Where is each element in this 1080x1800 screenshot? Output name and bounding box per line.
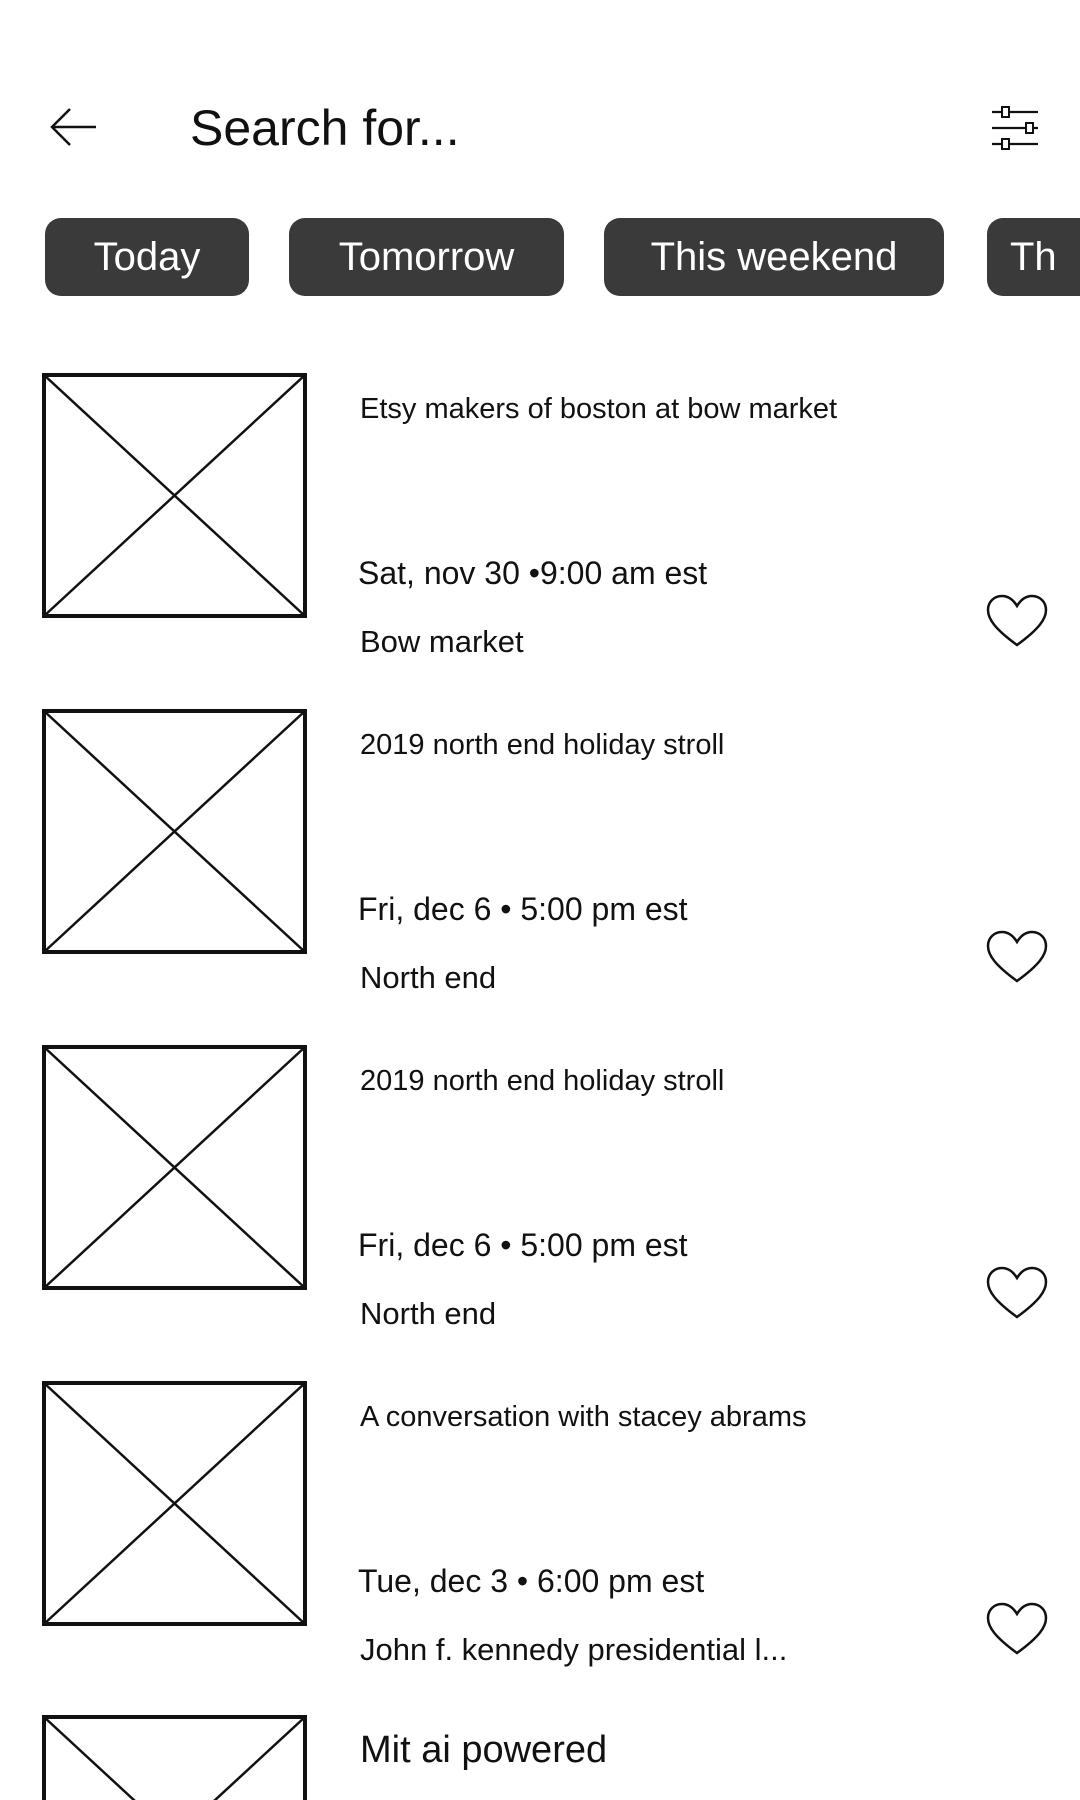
event-title: 2019 north end holiday stroll <box>360 1065 725 1097</box>
event-title: Etsy makers of boston at bow market <box>360 393 838 425</box>
event-card[interactable]: 2019 north end holiday stroll Fri, dec 6… <box>0 709 1080 1009</box>
chip-today[interactable]: Today <box>45 218 249 296</box>
event-venue: North end <box>360 960 497 995</box>
event-title: 2019 north end holiday stroll <box>360 729 725 761</box>
event-date: Sat, nov 30 •9:00 am est <box>358 555 708 591</box>
event-card[interactable]: Etsy makers of boston at bow market Sat,… <box>0 373 1080 673</box>
event-venue: John f. kennedy presidential l... <box>360 1632 788 1667</box>
filter-button[interactable] <box>988 100 1042 160</box>
search-input[interactable]: Search for... <box>190 100 460 156</box>
image-placeholder-icon <box>42 1045 307 1290</box>
event-title: A conversation with stacey abrams <box>360 1401 807 1433</box>
chip-partial[interactable]: Th <box>987 218 1080 296</box>
event-date: Fri, dec 6 • 5:00 pm est <box>358 891 688 927</box>
heart-icon[interactable] <box>985 1265 1049 1321</box>
image-placeholder-icon <box>42 373 307 618</box>
date-filter-chips: Today Tomorrow This weekend Th <box>0 218 1080 298</box>
event-card[interactable]: A conversation with stacey abrams Tue, d… <box>0 1381 1080 1681</box>
app-header: Search for... <box>0 0 1080 200</box>
event-venue: Bow market <box>360 624 524 659</box>
event-date: Tue, dec 3 • 6:00 pm est <box>358 1563 705 1599</box>
heart-icon[interactable] <box>985 593 1049 649</box>
event-card[interactable]: Mit ai powered <box>0 1715 1080 1800</box>
back-button[interactable] <box>40 95 110 155</box>
chip-this-weekend[interactable]: This weekend <box>604 218 944 296</box>
arrow-left-icon <box>50 108 96 146</box>
image-placeholder-icon <box>42 1381 307 1626</box>
heart-icon[interactable] <box>985 929 1049 985</box>
heart-icon[interactable] <box>985 1601 1049 1657</box>
image-placeholder-icon <box>42 709 307 954</box>
sliders-icon <box>992 106 1038 150</box>
image-placeholder-icon <box>42 1715 307 1800</box>
event-date: Fri, dec 6 • 5:00 pm est <box>358 1227 688 1263</box>
event-card[interactable]: 2019 north end holiday stroll Fri, dec 6… <box>0 1045 1080 1345</box>
event-venue: North end <box>360 1296 497 1331</box>
event-title: Mit ai powered <box>360 1729 608 1771</box>
chip-tomorrow[interactable]: Tomorrow <box>289 218 564 296</box>
